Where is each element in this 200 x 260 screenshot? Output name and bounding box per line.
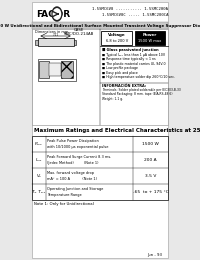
Text: Note 1: Only for Unidirectional: Note 1: Only for Unidirectional [34, 202, 94, 206]
Text: ■ The plastic material carries UL 94V-0: ■ The plastic material carries UL 94V-0 [102, 62, 166, 66]
Bar [35, 40, 38, 44]
Text: Max. forward voltage drop: Max. forward voltage drop [47, 171, 94, 175]
Text: 1.5SMC6V8C ..... 1.5SMC200CA: 1.5SMC6V8C ..... 1.5SMC200CA [102, 13, 168, 17]
Text: Maximum Ratings and Electrical Characteristics at 25 °C: Maximum Ratings and Electrical Character… [34, 127, 200, 133]
Bar [61, 61, 73, 78]
Text: mAⁱʿ = 100 A           (Note 1): mAⁱʿ = 100 A (Note 1) [47, 177, 97, 181]
Circle shape [52, 7, 62, 21]
Text: Terminals: Solder plated solderable per IEC303-B-33: Terminals: Solder plated solderable per … [102, 88, 181, 92]
Bar [135, 31, 165, 45]
Text: ■ High temperature solder dip 260°C/10 sec.: ■ High temperature solder dip 260°C/10 s… [102, 75, 175, 79]
Bar [32, 22, 168, 29]
Text: Power: Power [143, 33, 157, 37]
Text: Iₘₗₖ: Iₘₗₖ [36, 158, 42, 162]
Text: CASE
SMC/DO-214AB: CASE SMC/DO-214AB [64, 28, 94, 36]
Text: ■ Easy pick and place: ■ Easy pick and place [102, 70, 138, 75]
Text: Weight: 1.1 g.: Weight: 1.1 g. [102, 96, 123, 101]
Text: (Jedec Method)         (Note 1): (Jedec Method) (Note 1) [47, 161, 99, 165]
Text: Tⱼ, Tₛₜₛ: Tⱼ, Tₛₜₛ [32, 190, 46, 194]
Text: Peak Pulse Power Dissipation: Peak Pulse Power Dissipation [47, 139, 99, 143]
Text: ■ Low profile package: ■ Low profile package [102, 66, 138, 70]
Text: ■ Response time typically < 1 ns: ■ Response time typically < 1 ns [102, 57, 156, 61]
Text: Vₑ: Vₑ [36, 174, 41, 178]
Text: 7.11: 7.11 [52, 32, 59, 36]
Text: Peak Forward Surge Current 8.3 ms.: Peak Forward Surge Current 8.3 ms. [47, 155, 112, 159]
Bar [49, 63, 61, 76]
Text: 6.8 to 200 V: 6.8 to 200 V [106, 39, 128, 43]
Circle shape [53, 9, 61, 19]
Text: INFORMACIÓN EXTRA:: INFORMACIÓN EXTRA: [102, 83, 146, 88]
Text: with 10/1000 μs exponential pulse: with 10/1000 μs exponential pulse [47, 145, 109, 149]
Text: 1500 W Unidirectional and Bidirectional Surface Mounted Transient Voltage Suppre: 1500 W Unidirectional and Bidirectional … [0, 23, 200, 28]
Text: Dimensions in mm.: Dimensions in mm. [35, 30, 69, 34]
Text: Jun - 93: Jun - 93 [147, 253, 162, 257]
Bar [38, 38, 74, 46]
Text: 1500 W max: 1500 W max [138, 39, 162, 43]
Text: -65  to + 175 °C: -65 to + 175 °C [133, 190, 169, 194]
Text: 200 A: 200 A [144, 158, 157, 162]
Text: 1.5SMC6V8 ........... 1.5SMC200A: 1.5SMC6V8 ........... 1.5SMC200A [92, 7, 168, 11]
Text: ■ Typical Iₚₚₖ less than 1 μA above 10V: ■ Typical Iₚₚₖ less than 1 μA above 10V [102, 53, 165, 56]
Text: 3.5 V: 3.5 V [145, 174, 156, 178]
Text: Voltage: Voltage [108, 33, 125, 37]
Bar [32, 29, 168, 125]
Bar [101, 31, 132, 45]
Text: FAGOR: FAGOR [36, 10, 70, 18]
Text: ■ Glass passivated junction: ■ Glass passivated junction [102, 48, 159, 52]
Text: Operating Junction and Storage: Operating Junction and Storage [47, 187, 103, 191]
Bar [38, 59, 76, 81]
Bar [74, 40, 76, 44]
Text: Pₘₗₖ: Pₘₗₖ [35, 142, 43, 146]
Text: Standard Packaging: 8 mm. tape (EIA-RS-48 6): Standard Packaging: 8 mm. tape (EIA-RS-4… [102, 92, 173, 96]
Text: Temperature Range: Temperature Range [47, 193, 82, 197]
Bar [39, 61, 49, 78]
Text: 1500 W: 1500 W [142, 142, 159, 146]
Bar [32, 136, 168, 200]
